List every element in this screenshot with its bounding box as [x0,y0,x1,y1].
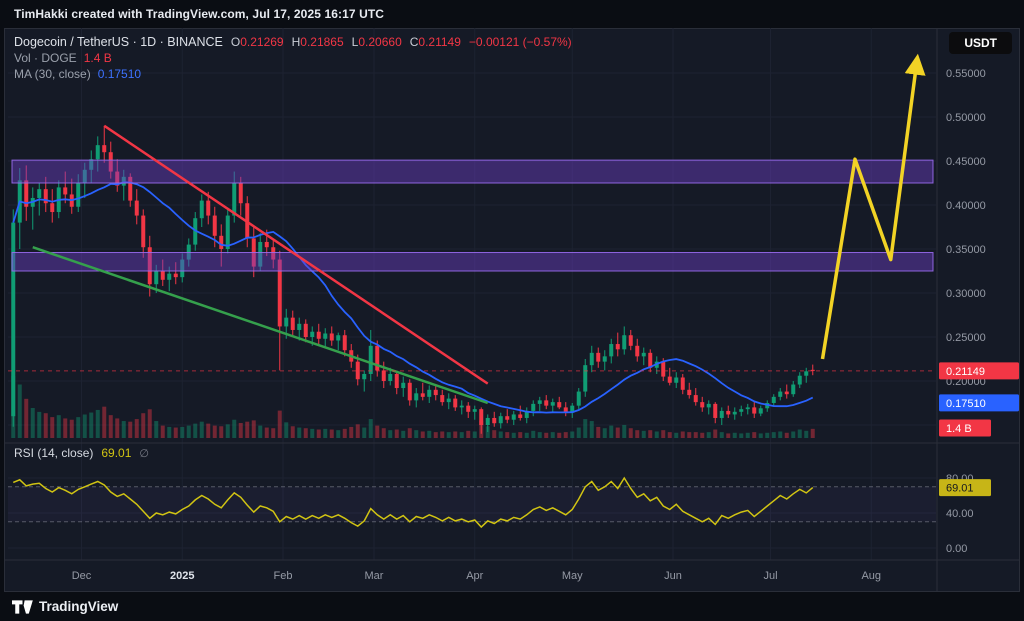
svg-text:0.17510: 0.17510 [946,398,986,410]
symbol-legend: Dogecoin / TetherUS · 1D · BINANCE O0.21… [14,34,572,82]
axis-price-badge: 0.21149 [939,362,1019,380]
low-label: L [351,35,359,49]
price-projection-arrow [820,53,926,360]
chart-canvas[interactable]: 0.55000 0.50000 0.45000 0.40000 0.35000 0.300… [4,28,1020,592]
change-value: −0.00121 (−0.57%) [468,35,572,49]
pane-dividers [4,28,1020,591]
volume-bars [11,376,815,438]
svg-text:0.45000: 0.45000 [946,156,986,168]
price-axis[interactable]: 0.55000 0.50000 0.45000 0.40000 0.35000 0.300… [939,68,1019,555]
credit-text: TimHakki created with TradingView.com, J… [14,7,385,21]
open-label: O [230,35,241,49]
svg-text:Jul: Jul [763,570,777,582]
grid-layer [8,28,936,560]
axis-price-badge: 0.17510 [939,394,1019,412]
rsi-legend[interactable]: RSI (14, close) 69.01 ∅ [14,446,149,460]
svg-text:69.01: 69.01 [946,483,974,495]
footer-bar: TradingView [0,592,1024,621]
close-value: 0.21149 [418,35,461,49]
legend-volume-row[interactable]: Vol · DOGE 1.4 B [14,50,572,66]
candles-layer [11,125,815,434]
upper-resistance-zone [11,159,934,184]
tradingview-wordmark: TradingView [39,599,119,614]
svg-text:0.00: 0.00 [946,543,967,555]
svg-text:0.30000: 0.30000 [946,288,986,300]
open-pair: O0.21269 [231,34,284,50]
ma-label: MA (30, close) [14,67,91,81]
svg-text:2025: 2025 [170,570,194,582]
high-pair: H0.21865 [292,34,344,50]
legend-symbol-row[interactable]: Dogecoin / TetherUS · 1D · BINANCE O0.21… [14,34,572,50]
svg-text:Aug: Aug [861,570,881,582]
high-label: H [291,35,301,49]
svg-text:0.40000: 0.40000 [946,200,986,212]
svg-text:40.00: 40.00 [946,508,974,520]
descending-resistance [103,124,489,385]
tradingview-logo-icon [12,599,33,614]
svg-text:Mar: Mar [365,570,384,582]
svg-text:0.35000: 0.35000 [946,244,986,256]
legend-ma-row[interactable]: MA (30, close) 0.17510 [14,66,572,82]
volume-label: Vol · DOGE [14,51,77,65]
svg-text:Jun: Jun [664,570,682,582]
svg-text:Feb: Feb [274,570,293,582]
ma-value: 0.17510 [97,67,142,81]
rsi-label: RSI (14, close) [14,446,94,460]
rsi-line [12,476,814,529]
svg-text:0.21149: 0.21149 [946,366,985,378]
ma-line [12,181,814,414]
volume-value: 1.4 B [83,51,112,65]
tradingview-logo-link[interactable]: TradingView [12,599,118,614]
high-value: 0.21865 [300,35,344,49]
rsi-value: 69.01 [101,446,132,460]
open-value: 0.21269 [240,35,284,49]
close-label: C [409,35,419,49]
low-value: 0.20660 [358,35,402,49]
symbol-title: Dogecoin / TetherUS · 1D · BINANCE [14,35,223,49]
chart-area[interactable]: 0.55000 0.50000 0.45000 0.40000 0.35000 0.300… [4,28,1020,592]
close-pair: C0.21149 [410,34,461,50]
svg-text:0.50000: 0.50000 [946,112,986,124]
descending-support [32,246,489,405]
rsi-smoothing-empty-icon: ∅ [139,447,149,460]
axis-price-badge: 1.4 B [939,419,991,437]
axis-price-badge: 69.01 [939,479,991,497]
time-axis[interactable]: Dec 2025 Feb Mar Apr May Jun Jul Aug [72,570,881,582]
svg-text:Apr: Apr [466,570,483,582]
svg-text:Dec: Dec [72,570,92,582]
low-pair: L0.20660 [352,34,402,50]
currency-toggle-button[interactable]: USDT [949,32,1012,54]
svg-text:1.4 B: 1.4 B [946,423,972,435]
credit-bar: TimHakki created with TradingView.com, J… [0,0,1024,28]
svg-text:0.25000: 0.25000 [946,332,986,344]
lower-resistance-zone [11,252,934,272]
rsi-bands [8,486,936,523]
svg-text:May: May [562,570,583,582]
svg-text:0.55000: 0.55000 [946,68,986,80]
